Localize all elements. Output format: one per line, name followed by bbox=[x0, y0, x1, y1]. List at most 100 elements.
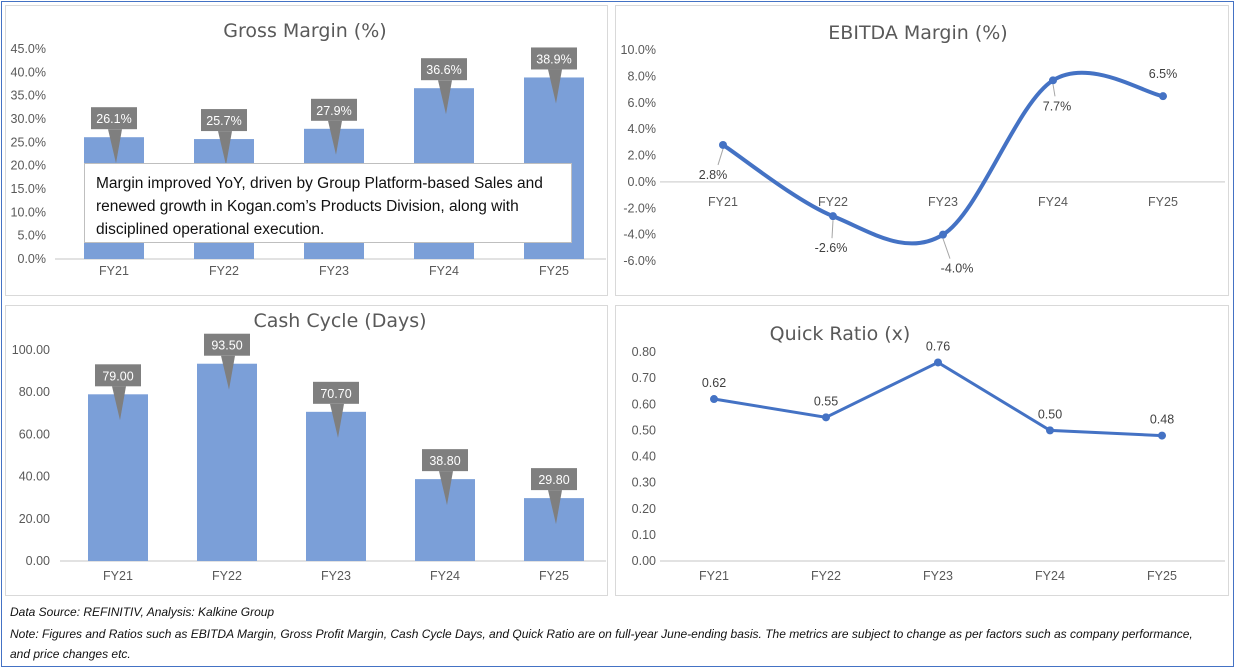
ebitda-title: EBITDA Margin (%) bbox=[828, 22, 1007, 44]
quick-x-tick: FY22 bbox=[811, 569, 841, 583]
quick-y-tick: 0.00 bbox=[632, 554, 656, 568]
quick-data-label: 0.76 bbox=[926, 339, 950, 353]
gross-y-tick: 40.0% bbox=[11, 65, 46, 79]
methodology-note: Note: Figures and Ratios such as EBITDA … bbox=[10, 627, 1193, 661]
ebitda-x-tick: FY23 bbox=[928, 195, 958, 209]
cash-x-tick: FY23 bbox=[321, 569, 351, 583]
cash-y-tick: 0.00 bbox=[26, 554, 50, 568]
cash-callout-box bbox=[95, 364, 141, 387]
cash-callout-box bbox=[422, 449, 468, 472]
quick-title: Quick Ratio (x) bbox=[770, 323, 911, 345]
gross-y-tick: 25.0% bbox=[11, 135, 46, 149]
gross-data-label: 38.9% bbox=[536, 52, 571, 66]
gross-margin-annotation: Margin improved YoY, driven by Group Pla… bbox=[84, 163, 572, 243]
quick-x-tick: FY23 bbox=[923, 569, 953, 583]
gross-title: Gross Margin (%) bbox=[223, 20, 386, 42]
cash-callout-pointer bbox=[221, 355, 235, 390]
gross-y-tick: 35.0% bbox=[11, 89, 46, 103]
cash-callout-pointer bbox=[112, 386, 126, 421]
quick-data-point bbox=[1046, 426, 1054, 435]
ebitda-leader-line bbox=[942, 238, 951, 259]
gross-data-label: 26.1% bbox=[96, 112, 131, 126]
gross-callout-pointer bbox=[328, 120, 342, 155]
gross-callout-box bbox=[531, 47, 577, 70]
ebitda-data-label: 6.5% bbox=[1149, 67, 1178, 81]
quick-data-label: 0.62 bbox=[702, 376, 726, 390]
gross-y-tick: 0.0% bbox=[18, 252, 47, 266]
quick-y-tick: 0.10 bbox=[632, 528, 656, 542]
ebitda-margin-panel bbox=[615, 5, 1229, 296]
ebitda-series-line bbox=[721, 70, 1165, 246]
quick-data-point bbox=[710, 395, 718, 404]
data-source-note: Data Source: REFINITIV, Analysis: Kalkin… bbox=[10, 605, 275, 619]
quick-data-point bbox=[934, 358, 942, 367]
cash-x-tick: FY22 bbox=[212, 569, 242, 583]
cash-callout-pointer bbox=[330, 403, 344, 438]
quick-y-tick: 0.70 bbox=[632, 371, 656, 385]
gross-callout-pointer bbox=[548, 69, 562, 104]
cash-y-tick: 20.00 bbox=[19, 512, 50, 526]
cash-x-tick: FY21 bbox=[103, 569, 133, 583]
quick-data-label: 0.55 bbox=[814, 394, 838, 408]
quick-y-tick: 0.80 bbox=[632, 345, 656, 359]
gross-callout-pointer bbox=[218, 131, 232, 166]
cash-callout-pointer bbox=[439, 471, 453, 506]
gross-y-tick: 45.0% bbox=[11, 42, 46, 56]
gross-callout-pointer bbox=[108, 129, 122, 164]
ebitda-y-tick: 10.0% bbox=[621, 43, 656, 57]
quick-x-tick: FY24 bbox=[1035, 569, 1065, 583]
gross-x-tick: FY22 bbox=[209, 264, 239, 278]
ebitda-y-tick: -6.0% bbox=[623, 254, 656, 268]
ebitda-leader-line bbox=[831, 220, 834, 239]
gross-x-tick: FY21 bbox=[99, 264, 129, 278]
ebitda-leader-line bbox=[1052, 84, 1056, 97]
cash-y-tick: 40.00 bbox=[19, 470, 50, 484]
ebitda-data-label: 7.7% bbox=[1043, 99, 1072, 113]
cash-title: Cash Cycle (Days) bbox=[253, 310, 426, 332]
quick-ratio-panel bbox=[615, 305, 1229, 596]
gross-data-label: 27.9% bbox=[316, 104, 351, 118]
quick-x-tick: FY25 bbox=[1147, 569, 1177, 583]
ebitda-x-tick: FY21 bbox=[708, 195, 738, 209]
ebitda-y-tick: -4.0% bbox=[623, 228, 656, 242]
ebitda-data-label: -4.0% bbox=[941, 262, 974, 276]
quick-y-tick: 0.30 bbox=[632, 476, 656, 490]
gross-y-tick: 5.0% bbox=[18, 229, 47, 243]
cash-bar bbox=[197, 363, 257, 561]
ebitda-y-tick: -2.0% bbox=[623, 201, 656, 215]
cash-data-label: 93.50 bbox=[211, 339, 242, 353]
ebitda-y-tick: 8.0% bbox=[628, 69, 657, 83]
quick-y-tick: 0.60 bbox=[632, 397, 656, 411]
gross-data-label: 25.7% bbox=[206, 114, 241, 128]
quick-data-label: 0.50 bbox=[1038, 407, 1062, 421]
ebitda-x-tick: FY24 bbox=[1038, 195, 1068, 209]
cash-callout-box bbox=[204, 333, 250, 356]
gross-x-tick: FY24 bbox=[429, 264, 459, 278]
gross-x-tick: FY23 bbox=[319, 264, 349, 278]
cash-callout-box bbox=[313, 381, 359, 404]
cash-data-label: 29.80 bbox=[538, 473, 569, 487]
cash-data-label: 70.70 bbox=[320, 387, 351, 401]
gross-callout-box bbox=[421, 58, 467, 81]
gross-callout-box bbox=[311, 98, 357, 121]
gross-data-label: 36.6% bbox=[426, 63, 461, 77]
gross-callout-pointer bbox=[438, 80, 452, 115]
gross-callout-box bbox=[91, 107, 137, 130]
ebitda-leader-line bbox=[717, 148, 724, 166]
quick-data-point bbox=[822, 413, 830, 422]
quick-y-tick: 0.50 bbox=[632, 423, 656, 437]
quick-x-tick: FY21 bbox=[699, 569, 729, 583]
cash-data-label: 38.80 bbox=[429, 454, 460, 468]
quick-data-point bbox=[1158, 431, 1166, 440]
ebitda-data-label: 2.8% bbox=[699, 168, 728, 182]
ebitda-y-tick: 4.0% bbox=[628, 122, 657, 136]
gross-y-tick: 10.0% bbox=[11, 205, 46, 219]
quick-y-tick: 0.20 bbox=[632, 502, 656, 516]
cash-y-tick: 80.00 bbox=[19, 385, 50, 399]
gross-y-tick: 30.0% bbox=[11, 112, 46, 126]
cash-bar bbox=[306, 411, 366, 561]
cash-x-tick: FY24 bbox=[430, 569, 460, 583]
ebitda-x-tick: FY25 bbox=[1148, 195, 1178, 209]
